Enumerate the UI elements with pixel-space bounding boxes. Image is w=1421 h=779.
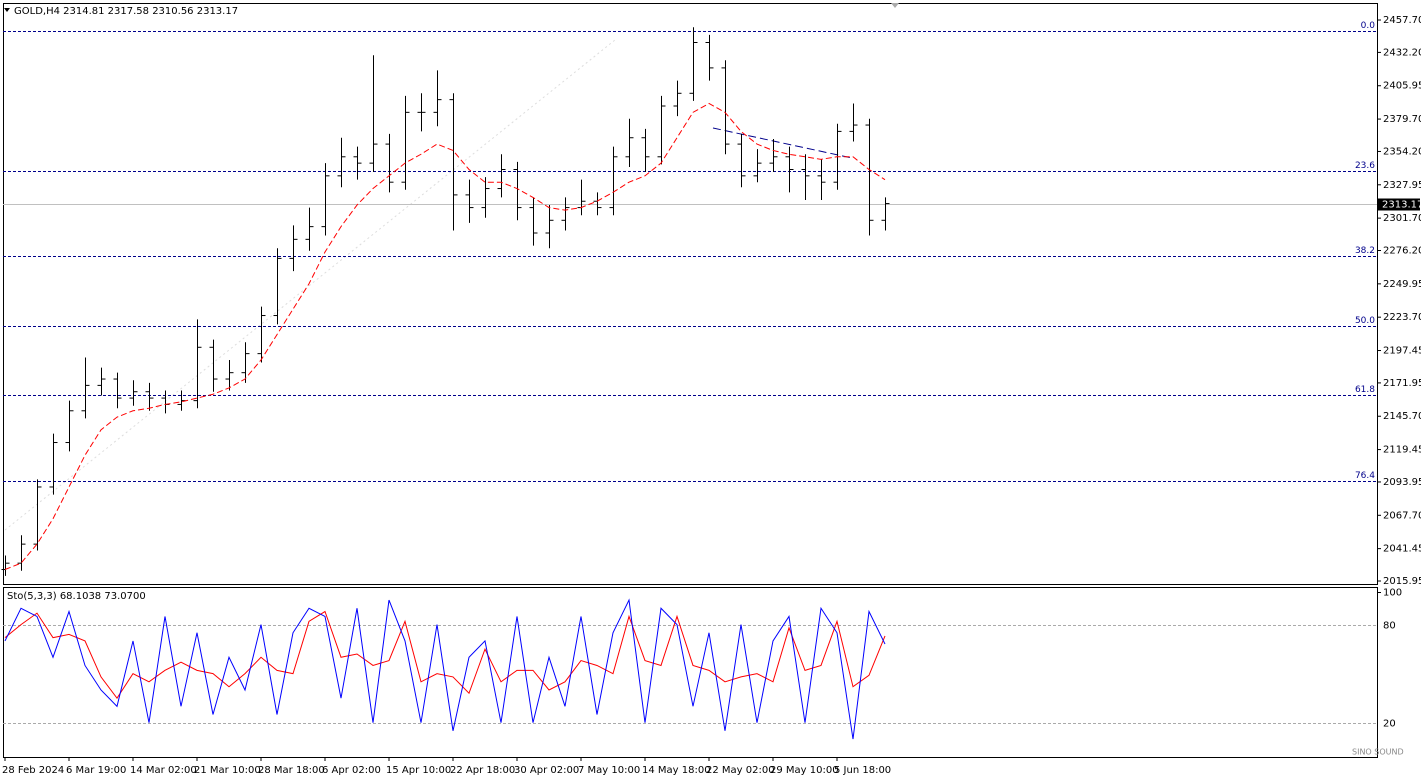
fib-label: 76.4: [1355, 471, 1375, 481]
fib-label: 50.0: [1355, 316, 1375, 326]
x-tick-label: 6 Mar 19:00: [66, 765, 126, 776]
main-pane: [3, 3, 1378, 585]
indicator-pane: [3, 587, 1378, 758]
y-tick-label: 2432.20: [1383, 47, 1421, 58]
moving-average: [4, 102, 886, 570]
indicator-tick-label: 80: [1383, 621, 1396, 632]
x-tick-label: 14 Mar 02:00: [130, 765, 197, 776]
watermark: SINO SOUND: [1352, 748, 1404, 757]
y-tick-label: 2067.70: [1383, 510, 1421, 521]
y-tick-label: 2379.70: [1383, 114, 1421, 125]
y-tick-label: 2197.45: [1383, 346, 1421, 357]
x-tick-label: 22 Apr 18:00: [450, 765, 515, 776]
y-tick-label: 2457.70: [1383, 15, 1421, 26]
x-tick-label: 7 May 10:00: [578, 765, 640, 776]
y-tick-label: 2145.70: [1383, 411, 1421, 422]
fib-label: 23.6: [1355, 161, 1375, 171]
fib-label: 61.8: [1355, 385, 1375, 395]
x-tick-label: 28 Feb 2024: [2, 765, 64, 776]
y-tick-label: 2223.70: [1383, 312, 1421, 323]
y-tick-label: 2119.45: [1383, 445, 1421, 456]
indicator-tick-label: 100: [1383, 588, 1402, 599]
price-tag-label: 2313.17: [1382, 200, 1421, 211]
fib-label: 38.2: [1355, 246, 1375, 256]
fib-label: 0.0: [1361, 21, 1376, 31]
x-tick-label: 22 May 02:00: [706, 765, 775, 776]
y-tick-label: 2041.45: [1383, 544, 1421, 555]
y-tick-label: 2354.20: [1383, 146, 1421, 157]
y-tick-label: 2301.70: [1383, 213, 1421, 224]
x-tick-label: 29 May 10:00: [770, 765, 839, 776]
x-tick-label: 14 May 18:00: [642, 765, 711, 776]
x-tick-label: 28 Mar 18:00: [258, 765, 325, 776]
chart-shift-marker: [891, 3, 899, 8]
fib-base-line: [4, 39, 616, 531]
x-tick-label: 5 Jun 18:00: [834, 765, 891, 776]
x-tick-label: 21 Mar 10:00: [194, 765, 261, 776]
menu-marker: [4, 8, 10, 12]
x-tick-label: 15 Apr 10:00: [386, 765, 451, 776]
header: GOLD,H4 2314.81 2317.58 2310.56 2313.17: [14, 6, 238, 17]
indicator-label: Sto(5,3,3) 68.1038 73.0700: [7, 591, 146, 602]
indicator-line: [4, 598, 886, 740]
y-tick-label: 2093.95: [1383, 477, 1421, 488]
x-tick-label: 6 Apr 02:00: [322, 765, 381, 776]
x-tick-label: 30 Apr 02:00: [514, 765, 579, 776]
price-tag: [1378, 198, 1420, 211]
y-tick-label: 2276.20: [1383, 246, 1421, 257]
y-tick-label: 2405.95: [1383, 81, 1421, 92]
y-tick-label: 2171.95: [1383, 378, 1421, 389]
y-tick-label: 2015.95: [1383, 576, 1421, 587]
indicator-tick-label: 20: [1383, 719, 1396, 730]
y-tick-label: 2249.95: [1383, 279, 1421, 290]
y-tick-label: 2327.95: [1383, 180, 1421, 191]
